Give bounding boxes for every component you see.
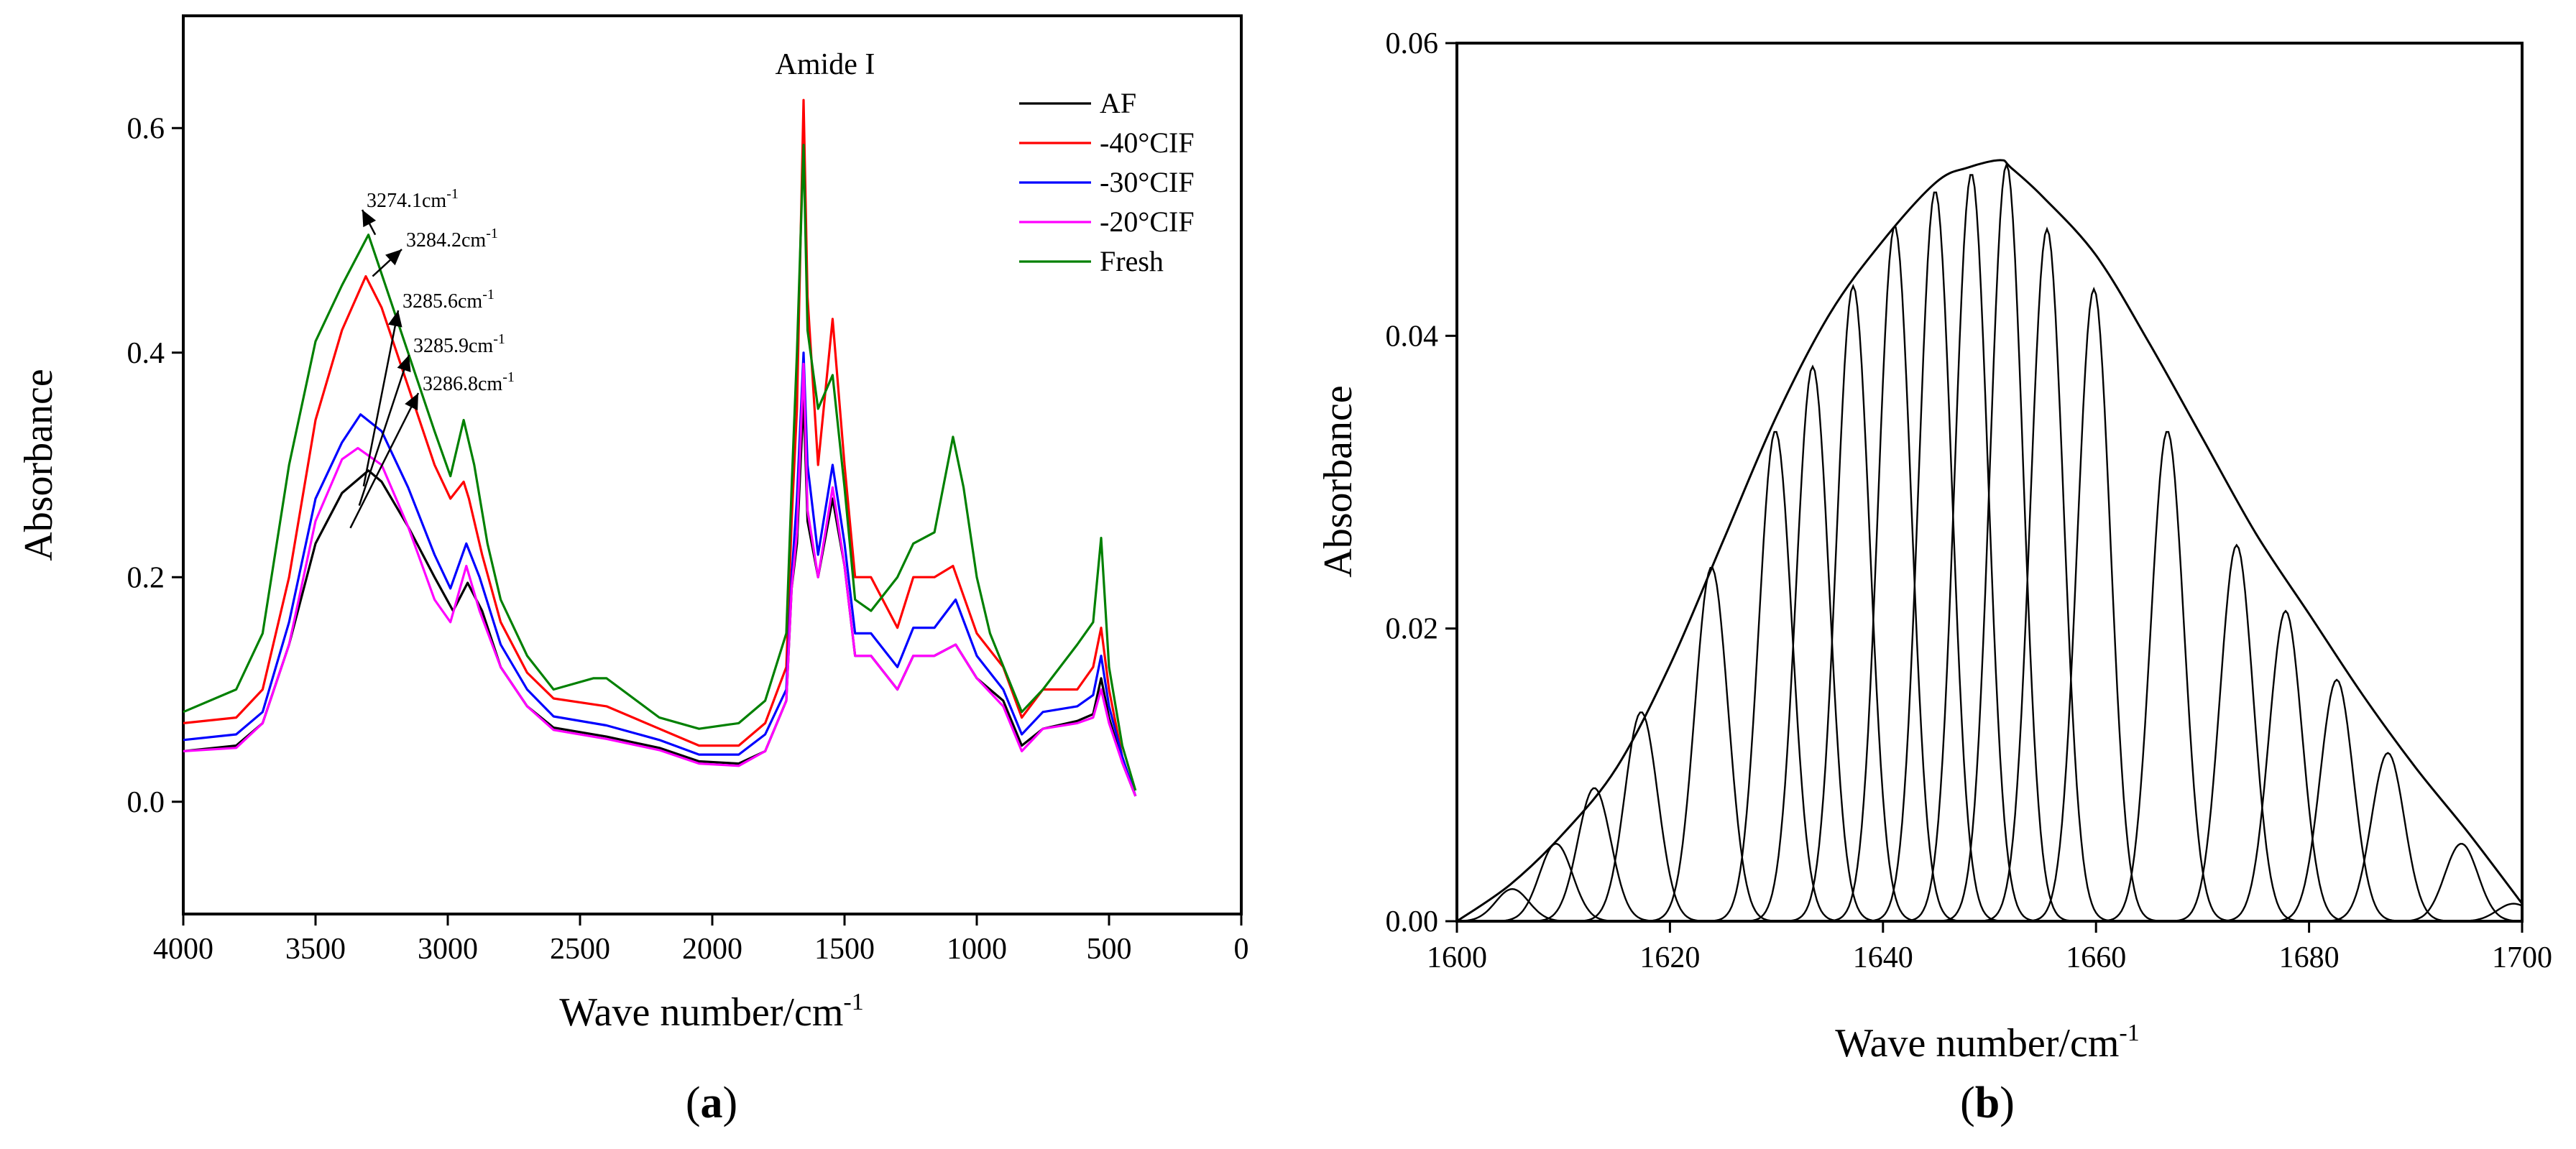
series-line-af (183, 396, 1137, 797)
annotations-a: 3274.1cm-1 3284.2cm-1 3285.6cm-1 3285.9cm-1… (349, 48, 875, 529)
fitted-peak-curve (1457, 226, 2522, 923)
fitted-peak-curve (1457, 226, 2522, 923)
annotation-arrow (349, 392, 420, 529)
x-tick-label-b: 1680 (2279, 941, 2340, 974)
x-tick-label-a: 3000 (418, 933, 478, 966)
fitted-peak-curve (1457, 286, 2522, 923)
x-tick-label-b: 1640 (1853, 941, 1913, 974)
fitted-peaks-group-b (1457, 162, 2523, 923)
fitted-peak-curve (1457, 174, 2522, 923)
x-tick-label-b: 1700 (2492, 941, 2552, 974)
annotation-label: 3274.1cm-1 (367, 186, 459, 212)
x-tick-label-a: 3500 (285, 933, 346, 966)
fitted-peak-curve (1457, 162, 2522, 923)
annotation-label: 3284.2cm-1 (406, 226, 498, 252)
x-tick-label-a: 2500 (550, 933, 610, 966)
series-line-40-cif (183, 98, 1137, 797)
y-tick-label-a: 0.0 (127, 786, 165, 819)
fitted-peak-curve (1457, 752, 2522, 923)
annotation-label: 3285.6cm-1 (402, 287, 494, 313)
y-tick-label-b: 0.06 (1386, 27, 1439, 60)
annotation-arrowhead (405, 393, 418, 411)
y-tick-label-a: 0.4 (127, 337, 165, 370)
annotation-amide-i: Amide I (776, 48, 875, 81)
fitted-peak-curve (1457, 887, 2522, 923)
y-axis-title-a: Absorbance (17, 369, 61, 560)
fitted-peak-curve (1457, 364, 2522, 923)
annotation-label: 3285.9cm-1 (413, 331, 505, 357)
y-tick-label-b: 0.02 (1386, 613, 1439, 646)
legend-label-fresh: Fresh (1100, 245, 1164, 277)
plot-frame-a (182, 14, 1243, 915)
series-group-a (183, 98, 1137, 797)
x-axis-title-a: Wave number/cm-1 (559, 989, 863, 1035)
legend-label-30-cif: -30°CIF (1100, 166, 1195, 198)
panel-caption-a: (a) (686, 1079, 737, 1127)
annotation-label: 3286.8cm-1 (423, 369, 515, 395)
legend-a: AF -40°CIF -30°CIF -20°CIF Fresh (1019, 87, 1195, 277)
fitted-peak-curve (1457, 711, 2522, 923)
series-line-fresh (183, 144, 1137, 791)
annotation-arrowhead (362, 210, 377, 228)
x-tick-label-b: 1600 (1427, 941, 1487, 974)
legend-label-40-cif: -40°CIF (1100, 126, 1195, 159)
panel-b: 1600 1620 1640 1660 1680 1700 0.000.020.040.0… (1316, 27, 2552, 1127)
y-tick-label-b: 0.04 (1386, 320, 1439, 353)
series-line-20-cif (183, 362, 1137, 797)
annotation-arrowhead (397, 355, 411, 373)
annotation-arrowhead (387, 310, 402, 328)
annotation-arrow (362, 310, 400, 486)
envelope-group-b (1456, 159, 2524, 923)
y-axis-a: 0.0 0.2 0.4 0.6 (127, 112, 183, 819)
x-axis-title-b: Wave number/cm-1 (1835, 1020, 2139, 1066)
fitted-peak-curve (1457, 191, 2522, 923)
y-axis-b: 0.00 0.02 0.04 0.06 (1386, 27, 1457, 938)
legend-label-af: AF (1100, 87, 1136, 119)
panel-a: 4000 3500 3000 2500 2000 1500 1000 500 0 0.00.20… (17, 14, 1249, 1127)
panel-caption-b: (b) (1960, 1079, 2015, 1127)
legend-label-20-cif: -20°CIF (1100, 206, 1195, 238)
x-tick-label-a: 2000 (682, 933, 742, 966)
y-tick-label-a: 0.2 (127, 561, 165, 594)
annotation-arrowhead (385, 249, 402, 266)
x-tick-label-a: 1000 (947, 933, 1007, 966)
annotation-arrow (358, 354, 410, 506)
x-tick-label-a: 1500 (814, 933, 875, 966)
x-tick-label-b: 1620 (1639, 941, 1700, 974)
y-axis-title-b: Absorbance (1316, 385, 1361, 577)
x-tick-label-a: 500 (1087, 933, 1132, 966)
x-tick-label-a: 4000 (153, 933, 213, 966)
y-tick-label-a: 0.6 (127, 112, 165, 145)
fitted-peak-curve (1457, 678, 2522, 923)
x-axis-a: 4000 3500 3000 2500 2000 1500 1000 500 0 (153, 914, 1249, 966)
x-axis-b: 1600 1620 1640 1660 1680 1700 (1427, 921, 2552, 974)
x-tick-label-a: 0 (1234, 933, 1249, 966)
x-tick-label-b: 1660 (2066, 941, 2126, 974)
y-tick-label-b: 0.00 (1386, 905, 1439, 938)
envelope-curve (1456, 159, 2524, 923)
fitted-peak-curve (1457, 903, 2523, 923)
fitted-peak-curve (1457, 283, 2522, 923)
